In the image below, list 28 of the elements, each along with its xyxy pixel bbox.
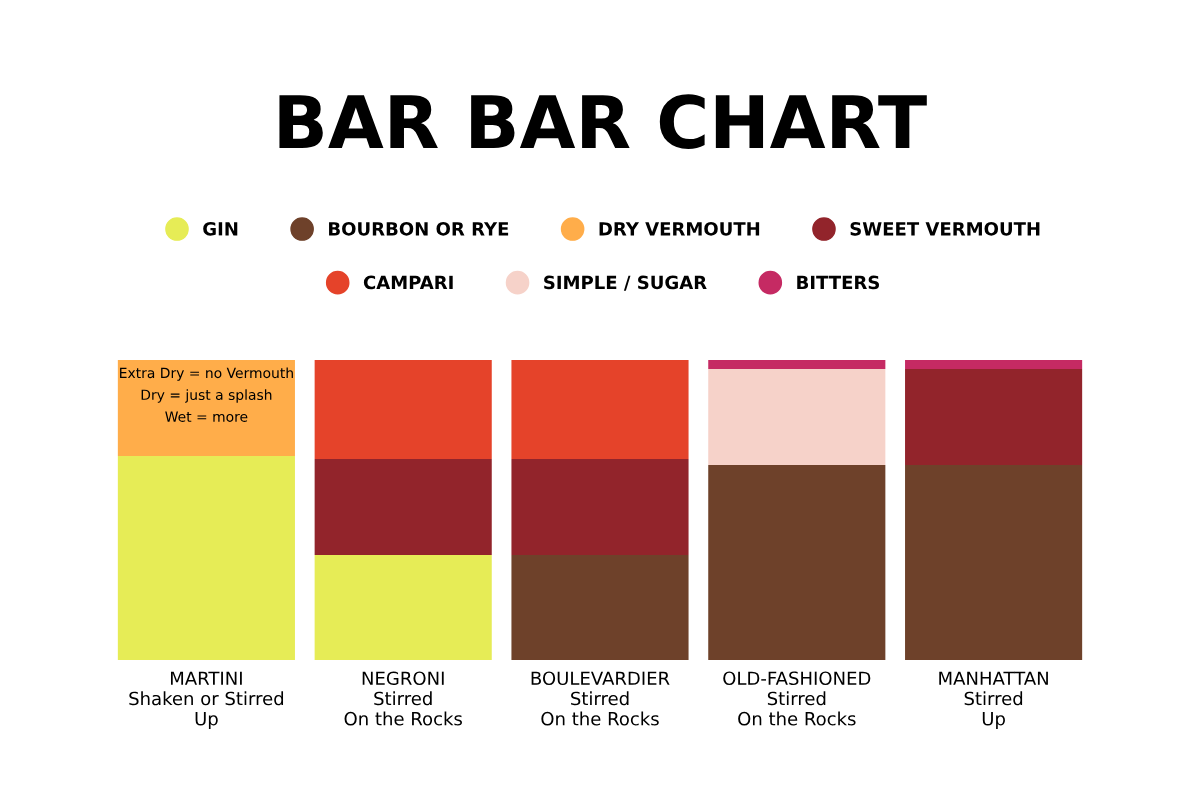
x-tick-label: NEGRONI Stirred On the Rocks (344, 671, 462, 726)
bar (708, 369, 886, 465)
legend-label: SIMPLE / SUGAR (544, 275, 707, 291)
legend-label: SWEET VERMOUTH (850, 221, 1040, 236)
legend-label: BOURBON OR RYE (329, 221, 509, 236)
bar (905, 369, 1083, 465)
bar (314, 360, 492, 459)
legend-label: DRY VERMOUTH (599, 221, 760, 236)
bar (117, 456, 295, 660)
legend-label: GIN (203, 221, 238, 236)
bar (708, 465, 886, 660)
bar (314, 459, 492, 555)
bar (708, 360, 886, 369)
x-tick-label: OLD-FASHIONED Stirred On the Rocks (723, 671, 871, 726)
bar (905, 360, 1083, 369)
bar (511, 555, 689, 660)
legend-label: CAMPARI (363, 275, 453, 290)
x-tick-label: BOULEVARDIER Stirred On the Rocks (531, 671, 670, 726)
x-tick-label: MARTINI Shaken or Stirred Up (129, 671, 284, 730)
bar (314, 555, 492, 660)
annotation: Extra Dry = no Vermouth Dry = just a splash Wet = more (120, 367, 293, 422)
x-tick-label: MANHATTAN Stirred Up (939, 671, 1048, 730)
legend-label: BITTERS (797, 275, 880, 290)
chart-title: BAR BAR CHART (279, 94, 927, 149)
bar (511, 459, 689, 555)
bar (117, 360, 295, 456)
bar (511, 360, 689, 459)
bar (905, 465, 1083, 660)
